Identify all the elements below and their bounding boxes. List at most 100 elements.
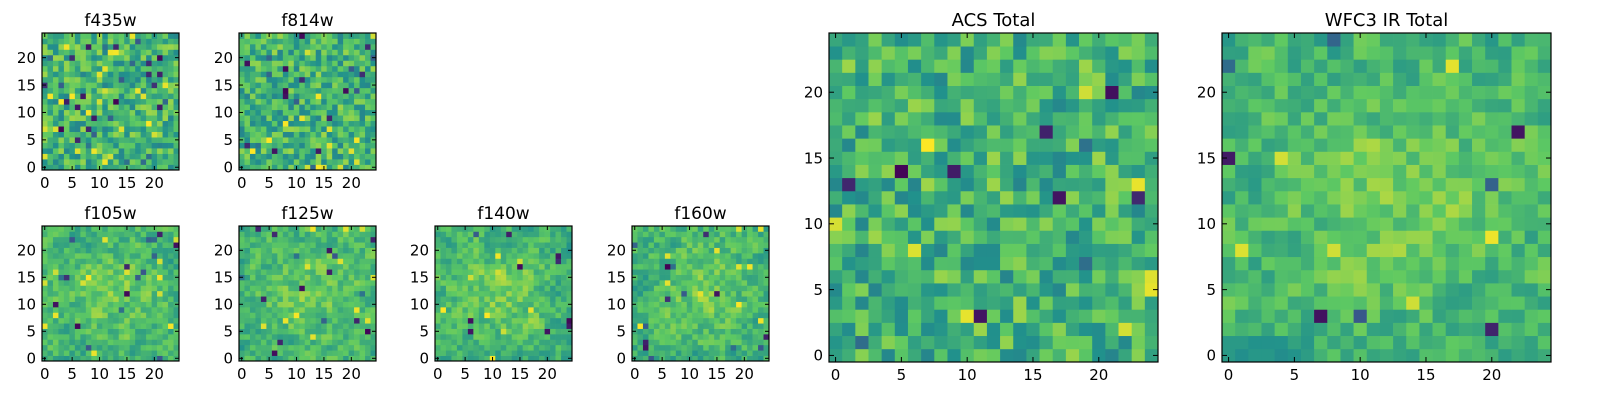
heatmap-cell — [1498, 322, 1512, 337]
heatmap-cell — [348, 312, 355, 319]
heatmap-cell — [365, 148, 371, 154]
heatmap-cell — [934, 322, 948, 337]
heatmap-cell — [370, 60, 377, 67]
heatmap-cell — [561, 296, 567, 302]
heatmap-cell — [124, 71, 131, 78]
heatmap-cell — [714, 274, 721, 281]
heatmap-cell — [277, 131, 284, 138]
heatmap-cell — [730, 231, 737, 238]
heatmap-cell — [162, 269, 169, 275]
heatmap-cell — [173, 323, 180, 329]
heatmap-cell — [266, 312, 273, 319]
heatmap-cell — [239, 159, 245, 165]
heatmap-cell — [337, 296, 344, 302]
heatmap-cell — [47, 317, 54, 324]
heatmap-cell — [506, 285, 513, 292]
heatmap-cell — [1052, 335, 1067, 350]
heatmap-cell — [113, 164, 120, 171]
heatmap-cell — [102, 263, 109, 270]
heatmap-cell — [440, 323, 447, 329]
heatmap-cell — [118, 104, 125, 111]
heatmap-cell — [255, 33, 262, 39]
heatmap-cell — [692, 344, 699, 351]
heatmap-cell — [445, 285, 452, 292]
heatmap-cell — [973, 335, 988, 350]
heatmap-cell — [370, 71, 377, 78]
heatmap-cell — [462, 258, 469, 265]
heatmap-cell — [91, 285, 98, 292]
heatmap-cell — [1485, 230, 1499, 244]
heatmap-cell — [675, 339, 682, 346]
heatmap-cell — [255, 164, 262, 171]
heatmap-cell — [528, 296, 534, 302]
heatmap-cell — [321, 76, 328, 83]
heatmap-cell — [659, 344, 666, 351]
heatmap-cell — [907, 217, 922, 231]
heatmap-cell — [304, 339, 311, 346]
heatmap-cell — [102, 269, 109, 275]
heatmap-cell — [747, 301, 753, 308]
heatmap-cell — [91, 339, 98, 346]
heatmap-cell — [1092, 111, 1106, 126]
heatmap-cell — [343, 339, 349, 346]
heatmap-cell — [239, 280, 245, 286]
heatmap-cell — [107, 87, 114, 94]
heatmap-cell — [310, 312, 317, 319]
heatmap-cell — [1419, 190, 1433, 205]
heatmap-cell — [1419, 269, 1433, 284]
heatmap-cell — [151, 43, 158, 50]
heatmap-cell — [129, 226, 136, 232]
heatmap-cell — [1300, 243, 1315, 258]
heatmap-cell — [1314, 243, 1328, 258]
heatmap-cell — [63, 104, 70, 111]
heatmap-cell — [91, 54, 98, 61]
heatmap-cell — [146, 328, 152, 335]
heatmap-cell — [337, 334, 344, 340]
heatmap-cell — [282, 33, 289, 39]
heatmap-cell — [129, 120, 136, 127]
heatmap-cell — [566, 350, 573, 356]
heatmap-cell — [370, 312, 377, 319]
heatmap-cell — [277, 307, 284, 313]
heatmap-cell — [315, 247, 322, 254]
heatmap-cell — [921, 269, 935, 284]
heatmap-cell — [1105, 204, 1119, 218]
heatmap-cell — [315, 231, 322, 238]
heatmap-cell — [293, 131, 300, 138]
heatmap-cell — [63, 312, 70, 319]
heatmap-cell — [842, 204, 856, 218]
heatmap-cell — [692, 269, 699, 275]
heatmap-cell — [74, 33, 81, 39]
heatmap-cell — [80, 307, 87, 313]
heatmap-cell — [986, 72, 1001, 86]
heatmap-cell — [74, 280, 81, 286]
heatmap-cell — [1000, 33, 1014, 47]
heatmap-cell — [473, 274, 480, 281]
heatmap-cell — [85, 87, 92, 94]
heatmap-cell — [69, 153, 76, 160]
heatmap-cell — [758, 258, 764, 265]
heatmap-cell — [102, 38, 109, 45]
heatmap-cell — [829, 59, 843, 73]
heatmap-cell — [91, 142, 98, 149]
heatmap-cell — [365, 285, 371, 292]
heatmap-cell — [140, 301, 147, 308]
heatmap-cell — [708, 350, 715, 356]
heatmap-cell — [1445, 283, 1460, 297]
heatmap-cell — [763, 296, 770, 302]
heatmap-cell — [102, 153, 109, 160]
heatmap-cell — [310, 115, 317, 122]
heatmap-cell — [708, 226, 715, 232]
heatmap-cell — [337, 274, 344, 281]
heatmap-cell — [1013, 125, 1027, 139]
heatmap-cell — [484, 226, 491, 232]
heatmap-cell — [140, 38, 147, 45]
heatmap-cell — [708, 301, 715, 308]
heatmap-cell — [894, 33, 909, 47]
heatmap-cell — [124, 38, 131, 45]
heatmap-cell — [315, 290, 322, 297]
heatmap-cell — [359, 247, 366, 254]
heatmap-cell — [986, 190, 1001, 205]
heatmap-cell — [80, 247, 87, 254]
heatmap-cell — [282, 164, 289, 171]
